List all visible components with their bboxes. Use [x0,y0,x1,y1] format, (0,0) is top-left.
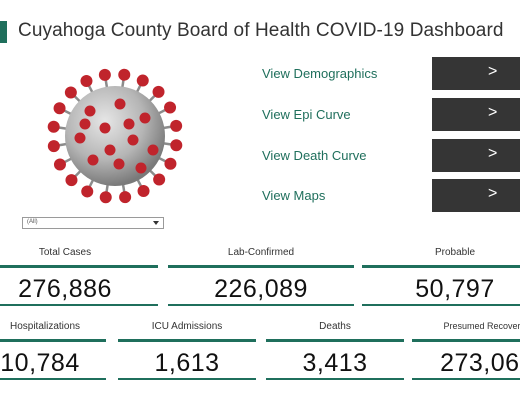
kpi-rule [362,265,520,268]
view-maps-link[interactable]: View Maps [262,188,326,203]
surface-spike [74,132,86,144]
kpi-divider [118,378,256,380]
kpi-divider [168,304,354,306]
surface-spike [139,112,151,124]
virus-spikes [47,68,183,204]
spike-head [98,68,111,81]
kpi-rule [0,339,106,342]
kpi-divider [362,304,520,306]
filter-dropdown[interactable]: (All) [22,217,164,229]
spike-head [170,119,183,132]
kpi-rule [0,265,158,268]
filter-value: (All) [27,219,38,225]
kpi-rule [118,339,256,342]
spike-head [119,191,132,204]
kpi-value-probable: 50,797 [415,275,495,303]
chevron-right-icon: > [488,63,498,80]
kpi-label-deaths: Deaths [319,321,351,332]
spike-head [80,74,93,87]
spike-head [64,86,77,99]
logo-icon [0,21,7,43]
spike-head [47,140,60,153]
spike-head [152,85,165,98]
spike-head [65,174,78,187]
spike-head [53,158,66,171]
kpi-value-lab-confirmed: 226,089 [214,275,308,303]
kpi-label-total-cases: Total Cases [38,247,92,258]
view-death-curve-link[interactable]: View Death Curve [262,148,367,163]
spike-head [137,185,150,198]
kpi-label-presumed-recovered: Presumed Recovered [443,321,520,331]
view-epi-curve-button[interactable]: > [432,98,520,131]
chevron-right-icon: > [488,145,498,162]
kpi-label-icu-admissions: ICU Admissions [151,321,223,332]
kpi-label-probable: Probable [434,247,476,258]
surface-spike [127,134,139,146]
title-bar: Cuyahoga County Board of Health COVID-19… [0,14,520,48]
spike-head [164,101,177,114]
chevron-right-icon: > [488,185,498,202]
surface-spike [123,118,135,130]
surface-spike [104,144,116,156]
virus-surface-spikes [74,98,159,174]
surface-spike [147,144,159,156]
kpi-divider [0,378,106,380]
kpi-divider [266,378,404,380]
surface-spike [87,154,99,166]
kpi-value-hospitalizations: 10,784 [0,349,80,377]
kpi-rule [168,265,354,268]
spike-head [47,120,60,133]
view-death-curve-button[interactable]: > [432,139,520,172]
kpi-label-lab-confirmed: Lab-Confirmed [227,247,295,258]
surface-spike [135,162,147,174]
kpi-divider [0,304,158,306]
surface-spike [79,118,91,130]
surface-spike [84,105,96,117]
kpi-label-hospitalizations: Hospitalizations [9,321,81,332]
view-epi-curve-link[interactable]: View Epi Curve [262,107,351,122]
surface-spike [99,122,111,134]
kpi-value-icu-admissions: 1,613 [154,349,220,377]
spike-head [118,68,131,81]
spike-head [153,173,166,186]
spike-head [99,191,112,204]
virus-illustration [47,68,183,204]
kpi-rule [266,339,404,342]
kpi-value-deaths: 3,413 [302,349,368,377]
dropdown-arrow-icon [153,221,159,225]
page-title: Cuyahoga County Board of Health COVID-19… [18,20,504,41]
kpi-divider [412,378,520,380]
chevron-right-icon: > [488,104,498,121]
view-demographics-button[interactable]: > [432,57,520,90]
spike-head [170,139,183,152]
view-demographics-link[interactable]: View Demographics [262,66,378,81]
spike-head [53,102,66,115]
spike-head [136,74,149,87]
surface-spike [114,98,126,110]
spike-head [81,185,94,198]
surface-spike [113,158,125,170]
kpi-value-total-cases: 276,886 [18,275,112,303]
kpi-value-presumed-recovered: 273,067 [440,349,520,377]
kpi-rule [412,339,520,342]
view-maps-button[interactable]: > [432,179,520,212]
spike-head [164,157,177,170]
